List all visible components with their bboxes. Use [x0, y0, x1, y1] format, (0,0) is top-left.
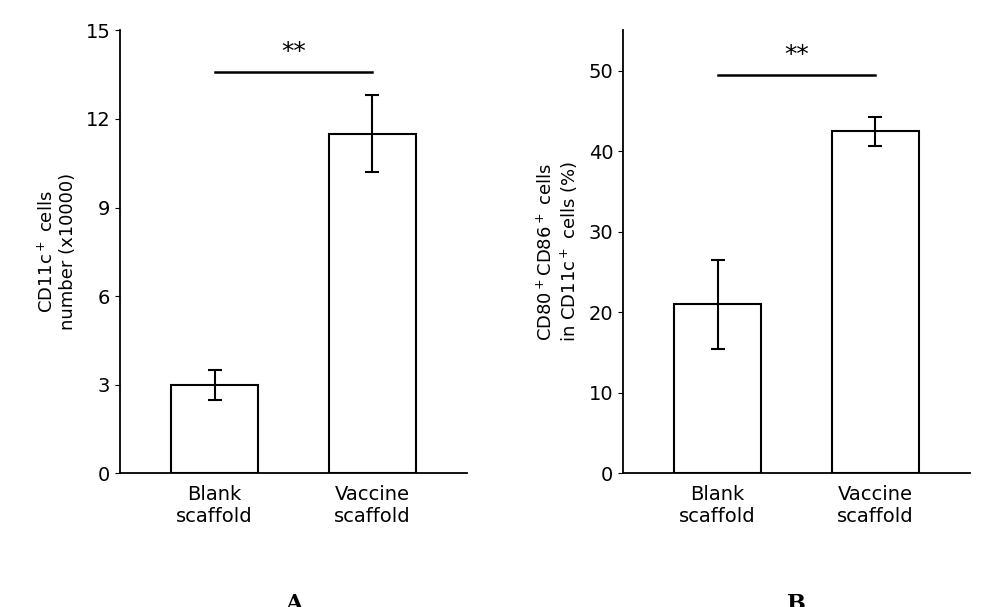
Bar	[329, 134, 416, 473]
Text: **: **	[281, 39, 306, 64]
Text: B: B	[787, 593, 806, 607]
Bar	[674, 304, 761, 473]
Bar	[832, 131, 919, 473]
Y-axis label: CD80$^+$CD86$^+$ cells
in CD11c$^+$ cells (%): CD80$^+$CD86$^+$ cells in CD11c$^+$ cell…	[536, 161, 580, 342]
Text: **: **	[784, 42, 809, 67]
Y-axis label: CD11c$^+$ cells
number (x10000): CD11c$^+$ cells number (x10000)	[37, 174, 77, 330]
Text: A: A	[285, 593, 302, 607]
Bar	[171, 385, 258, 473]
